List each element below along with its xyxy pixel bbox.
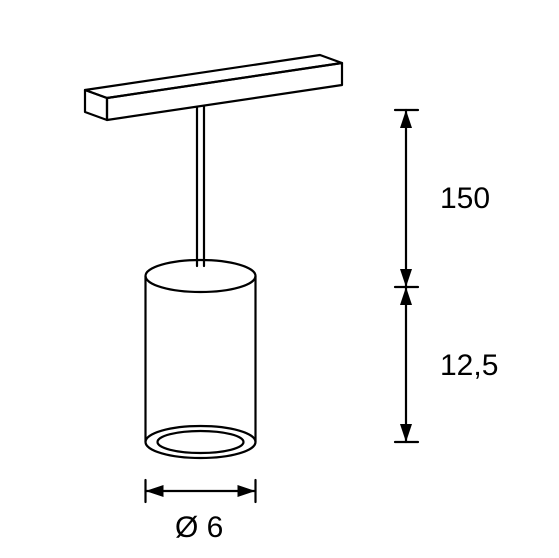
horizontal-dimension	[146, 480, 256, 502]
track-adapter	[85, 55, 342, 120]
dim-cable-length: 150	[440, 182, 490, 215]
dim-body-height: 12,5	[440, 349, 498, 382]
suspension-cable	[197, 106, 204, 266]
vertical-dimension	[395, 110, 418, 442]
dimension-drawing: 150 12,5 Ø 6	[0, 0, 559, 558]
dim-diameter: Ø 6	[175, 511, 223, 544]
cylinder-body	[146, 260, 256, 458]
